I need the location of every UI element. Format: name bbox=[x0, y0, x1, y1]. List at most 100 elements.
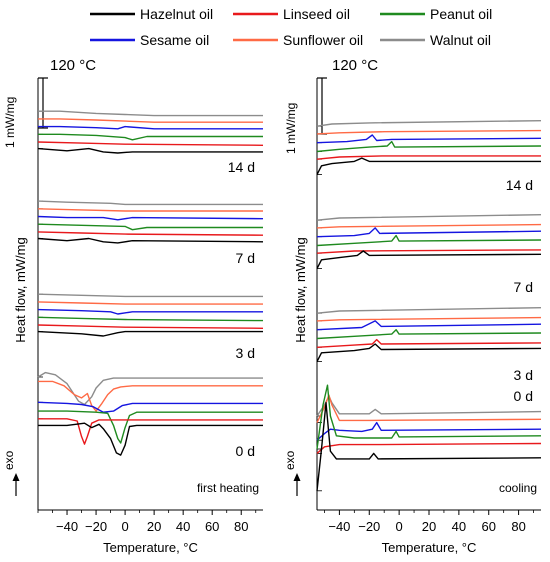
curve-sesame-oil bbox=[316, 134, 542, 144]
curve-peanut-oil bbox=[38, 410, 263, 444]
exo-label: exo bbox=[2, 450, 16, 470]
group-label: 3 d bbox=[236, 345, 255, 361]
x-tick-label: 0 bbox=[121, 519, 128, 534]
group-7d: 7 d bbox=[316, 214, 542, 295]
curve-sunflower-oil bbox=[316, 223, 542, 229]
curve-walnut-oil bbox=[316, 120, 542, 127]
scale-bar-label: 1 mW/mg bbox=[3, 97, 17, 148]
curve-sesame-oil bbox=[316, 227, 542, 238]
x-axis-label: Temperature, °C bbox=[103, 540, 198, 555]
temperature-label: 120 °C bbox=[332, 57, 378, 74]
x-tick-label: −20 bbox=[85, 519, 107, 534]
curve-linseed-oil bbox=[37, 231, 264, 236]
curve-linseed-oil bbox=[316, 442, 542, 454]
curve-sunflower-oil bbox=[37, 208, 263, 212]
group-label: 7 d bbox=[514, 279, 533, 295]
curve-walnut-oil bbox=[316, 307, 542, 314]
exo-arrow-head bbox=[12, 473, 20, 481]
curve-walnut-oil bbox=[37, 293, 263, 298]
x-tick-label: −40 bbox=[328, 519, 350, 534]
y-axis-label: Heat flow, mW/mg bbox=[13, 237, 28, 342]
legend-label: Sesame oil bbox=[140, 32, 209, 48]
group-14d: 14 d bbox=[316, 120, 542, 193]
curve-walnut-oil bbox=[38, 110, 263, 117]
x-tick-label: 0 bbox=[396, 519, 403, 534]
curve-peanut-oil bbox=[316, 384, 542, 450]
curve-peanut-oil bbox=[316, 234, 542, 247]
group-label: 3 d bbox=[514, 367, 533, 383]
legend-label: Hazelnut oil bbox=[140, 6, 213, 22]
exo-label: exo bbox=[283, 450, 297, 470]
group-label: 14 d bbox=[506, 177, 533, 193]
curve-walnut-oil bbox=[37, 200, 263, 206]
group-7d: 7 d bbox=[37, 200, 264, 266]
group-label: 7 d bbox=[236, 250, 255, 266]
legend-label: Linseed oil bbox=[283, 6, 350, 22]
curve-hazelnut-oil bbox=[37, 147, 263, 154]
curve-hazelnut-oil bbox=[316, 250, 542, 269]
curve-sesame-oil bbox=[38, 125, 263, 130]
x-axis-label: Temperature, °C bbox=[382, 540, 477, 555]
curve-sesame-oil bbox=[37, 215, 264, 221]
x-tick-label: 40 bbox=[452, 519, 466, 534]
x-tick-label: 60 bbox=[205, 519, 219, 534]
panel-cooling: 120 °C 1 mW/mg Heat flow, mW/mg exo −40 −20 0 2… bbox=[283, 57, 542, 555]
legend-label: Walnut oil bbox=[430, 32, 491, 48]
curve-hazelnut-oil bbox=[316, 402, 542, 491]
curve-hazelnut-oil bbox=[37, 237, 264, 244]
group-label: 0 d bbox=[514, 388, 533, 404]
panel-annotation: first heating bbox=[197, 481, 259, 495]
x-tick-label: 40 bbox=[176, 519, 190, 534]
temperature-label: 120 °C bbox=[50, 57, 96, 74]
group-3d: 3 d bbox=[37, 293, 264, 361]
panel-first-heating: 120 °C 1 mW/mg Heat flow, mW/mg exo −40 −20 0 2… bbox=[2, 57, 264, 555]
group-14d: 14 d bbox=[37, 110, 264, 175]
curve-linseed-oil bbox=[316, 155, 541, 160]
curve-sunflower-oil bbox=[38, 380, 263, 412]
curve-peanut-oil bbox=[37, 223, 263, 231]
legend-label: Peanut oil bbox=[430, 6, 492, 22]
curve-sesame-oil bbox=[316, 421, 542, 441]
curve-peanut-oil bbox=[37, 316, 264, 322]
panel-annotation: cooling bbox=[499, 481, 537, 495]
curve-sesame-oil bbox=[316, 320, 542, 331]
curve-hazelnut-oil bbox=[316, 157, 541, 175]
curve-walnut-oil bbox=[37, 371, 263, 406]
legend: Hazelnut oil Linseed oil Peanut oil Sesame … bbox=[90, 6, 492, 48]
x-tick-label: 80 bbox=[511, 519, 525, 534]
curve-hazelnut-oil bbox=[37, 330, 263, 337]
x-tick-label: 20 bbox=[422, 519, 436, 534]
curve-peanut-oil bbox=[38, 133, 263, 141]
group-3d: 3 d bbox=[316, 307, 542, 383]
curve-hazelnut-oil bbox=[38, 422, 263, 456]
x-tick-label: 60 bbox=[481, 519, 495, 534]
scale-bar-label: 1 mW/mg bbox=[284, 103, 298, 154]
curve-linseed-oil bbox=[316, 338, 542, 348]
curve-sunflower-oil bbox=[316, 316, 542, 322]
curve-hazelnut-oil bbox=[316, 343, 542, 362]
curve-linseed-oil bbox=[37, 324, 264, 329]
legend-label: Sunflower oil bbox=[283, 32, 363, 48]
exo-arrow-head bbox=[293, 473, 301, 481]
curve-walnut-oil bbox=[316, 214, 542, 221]
x-tick-label: 80 bbox=[234, 519, 248, 534]
group-0d: 0 d bbox=[316, 384, 542, 492]
curve-walnut-oil bbox=[316, 395, 542, 417]
curve-sunflower-oil bbox=[38, 118, 263, 123]
curve-linseed-oil bbox=[37, 141, 264, 146]
group-label: 14 d bbox=[228, 159, 255, 175]
curve-peanut-oil bbox=[316, 140, 542, 153]
x-tick-label: 20 bbox=[147, 519, 161, 534]
group-label: 0 d bbox=[236, 443, 255, 459]
x-tick-label: −20 bbox=[358, 519, 380, 534]
curve-sunflower-oil bbox=[37, 301, 263, 305]
x-tick-label: −40 bbox=[56, 519, 78, 534]
curve-sunflower-oil bbox=[316, 129, 542, 135]
curve-sunflower-oil bbox=[316, 394, 542, 423]
curve-sesame-oil bbox=[37, 308, 263, 315]
curve-linseed-oil bbox=[316, 249, 542, 254]
y-axis-label: Heat flow, mW/mg bbox=[293, 237, 308, 342]
curve-linseed-oil bbox=[38, 418, 263, 445]
